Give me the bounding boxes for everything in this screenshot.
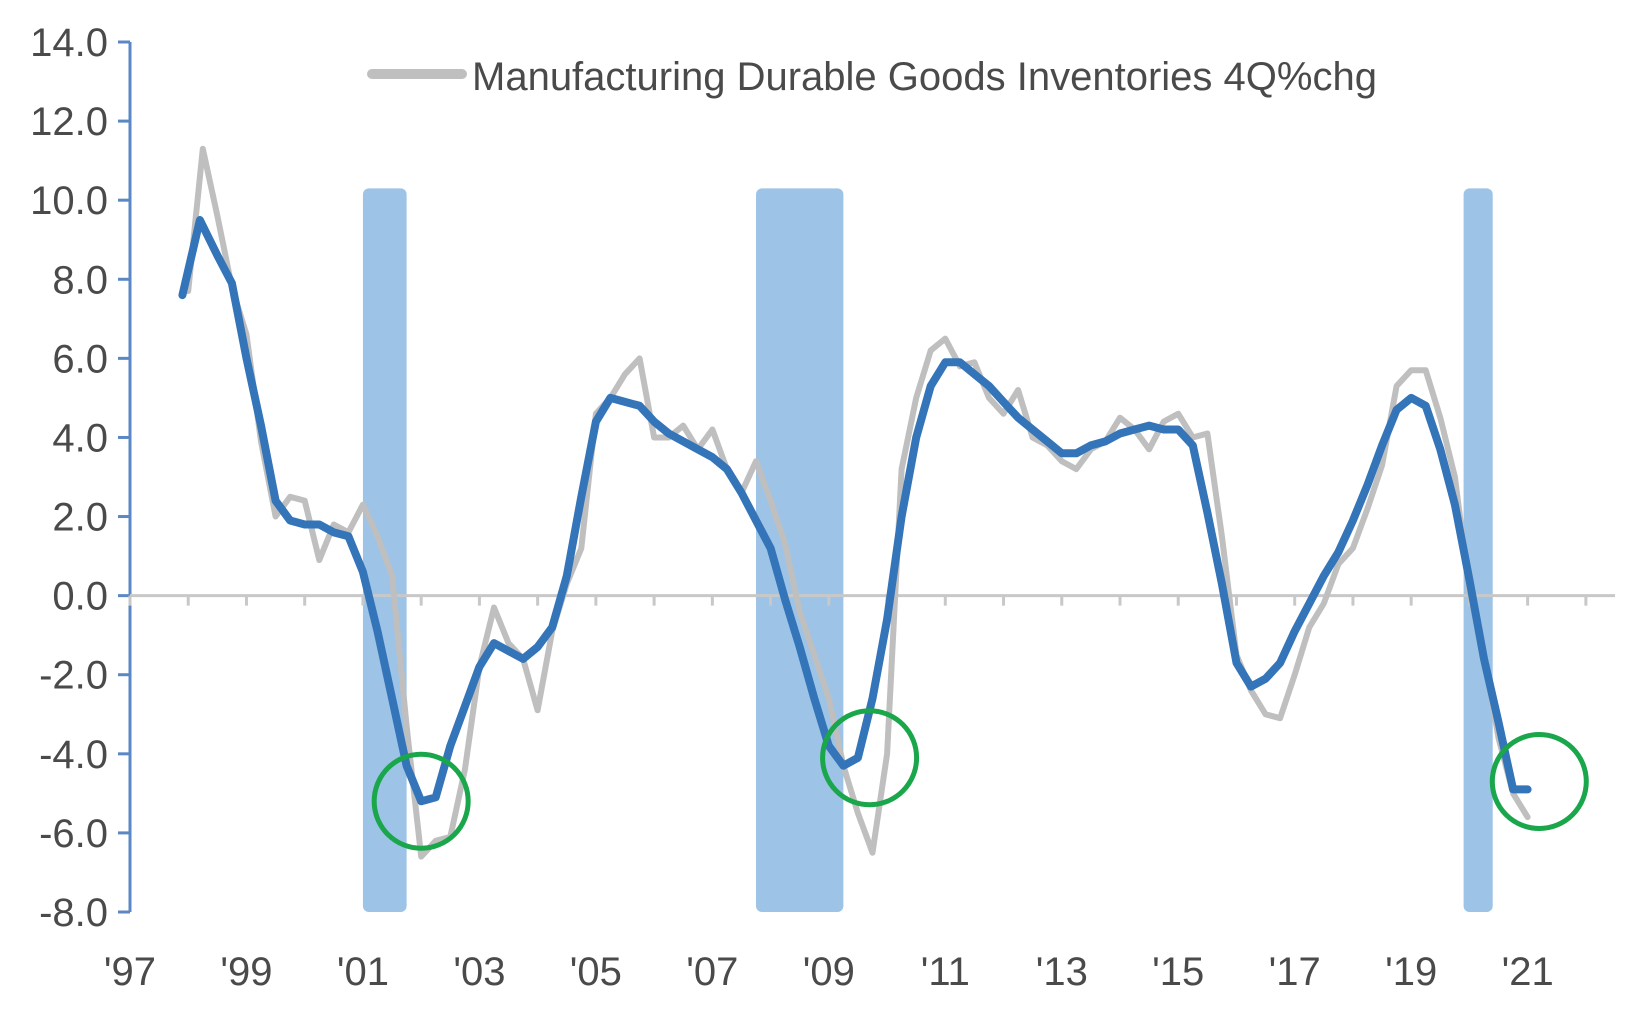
y-tick-label: 0.0 bbox=[52, 575, 108, 619]
legend: Manufacturing Durable Goods Inventories … bbox=[367, 55, 1377, 99]
annotation-circle-1 bbox=[371, 751, 471, 851]
x-tick-label: '19 bbox=[1385, 950, 1437, 994]
axes: 14.0 12.0 10.0 8.0 6.0 4.0 2.0 0.0 -2.0 -4.0 -6.0 -… bbox=[30, 21, 1615, 994]
series-group bbox=[178, 145, 1532, 860]
x-tick-label: '11 bbox=[921, 950, 970, 994]
annotations bbox=[371, 708, 1589, 851]
recession-bands bbox=[362, 188, 1493, 912]
x-tick-label: '17 bbox=[1269, 950, 1321, 994]
x-tick-label: '03 bbox=[453, 950, 505, 994]
x-tick-label: '01 bbox=[337, 950, 389, 994]
x-tick-label: '21 bbox=[1502, 950, 1554, 994]
x-tick-label: '09 bbox=[803, 950, 855, 994]
x-tick-label: '05 bbox=[570, 950, 622, 994]
legend-label: Manufacturing Durable Goods Inventories … bbox=[472, 55, 1377, 99]
annotation-circle-2 bbox=[820, 708, 920, 808]
x-tick-label: '97 bbox=[104, 950, 156, 994]
y-tick-label: -8.0 bbox=[39, 891, 108, 935]
x-tick-label: '15 bbox=[1152, 950, 1204, 994]
y-tick-label: 14.0 bbox=[30, 21, 108, 65]
annotation-circle-3 bbox=[1489, 732, 1589, 831]
y-tick-label: 2.0 bbox=[52, 496, 108, 540]
recession-band-3 bbox=[1463, 188, 1493, 912]
y-tick-label: 6.0 bbox=[52, 337, 108, 381]
y-tick-label: -6.0 bbox=[39, 812, 108, 856]
y-tick-label: 10.0 bbox=[30, 179, 108, 223]
x-tick-label: '99 bbox=[220, 950, 272, 994]
x-tick-label: '07 bbox=[686, 950, 738, 994]
y-tick-label: -4.0 bbox=[39, 733, 108, 777]
x-tick-label: '13 bbox=[1036, 950, 1088, 994]
y-tick-label: 4.0 bbox=[52, 416, 108, 460]
y-tick-label: -2.0 bbox=[39, 654, 108, 698]
y-tick-label: 8.0 bbox=[52, 258, 108, 302]
series-line-blue bbox=[178, 216, 1532, 806]
y-tick-label: 12.0 bbox=[30, 100, 108, 144]
